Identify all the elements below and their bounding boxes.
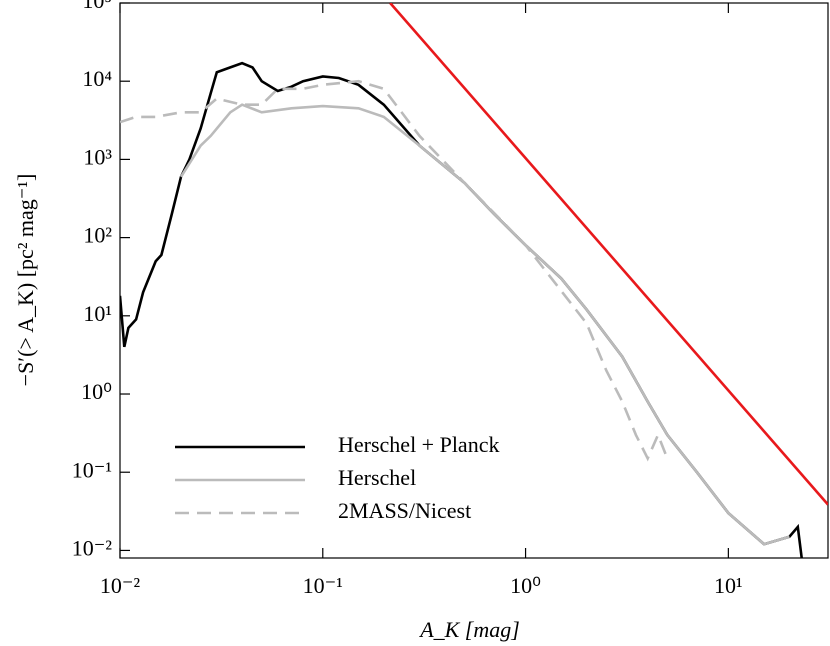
y-tick-label: 10⁻¹ [72, 457, 112, 482]
series-line [179, 103, 790, 546]
y-tick-label: 10¹ [83, 301, 112, 326]
y-tick-label: 10³ [83, 144, 112, 169]
series-line [120, 61, 803, 558]
y-axis-label: −S′(> A_K) [pc² mag⁻¹] [13, 174, 38, 387]
series-line [120, 79, 669, 462]
y-tick-label: 10² [83, 223, 112, 248]
lines [120, 3, 828, 558]
y-tick-label: 10⁰ [81, 379, 112, 404]
legend-label: 2MASS/Nicest [338, 498, 471, 523]
x-tick-label: 10⁰ [510, 573, 541, 598]
x-tick-label: 10⁻² [100, 573, 141, 598]
y-tick-label: 10⁻² [72, 535, 113, 560]
y-tick-label: 10⁵ [82, 0, 112, 13]
plot-frame [119, 2, 829, 559]
x-tick-label: 10¹ [714, 573, 743, 598]
x-tick-label: 10⁻¹ [303, 573, 343, 598]
y-tick-label: 10⁴ [82, 66, 112, 91]
x-axis-label: A_K [mag] [418, 617, 520, 642]
legend-label: Herschel + Planck [338, 432, 499, 457]
legend-label: Herschel [338, 465, 416, 490]
series-line [389, 3, 828, 506]
